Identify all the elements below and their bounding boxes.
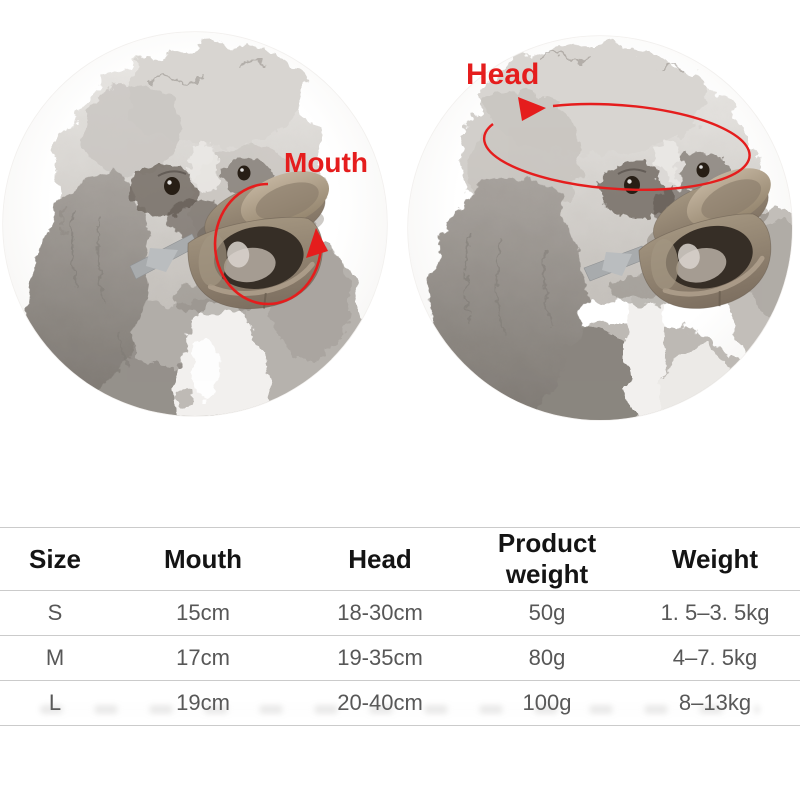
size-table-header-row: Size Mouth Head Product weight Weight <box>0 527 800 591</box>
head-label: Head <box>466 58 540 91</box>
cell-size: L <box>0 680 110 726</box>
mouth-arrow <box>213 182 328 306</box>
size-table: Size Mouth Head Product weight Weight S … <box>0 527 800 726</box>
col-header-product-weight: Product weight <box>464 527 630 591</box>
col-header-mouth: Mouth <box>110 527 296 591</box>
cell-weight: 4–7. 5kg <box>630 635 800 681</box>
cell-size: S <box>0 590 110 636</box>
head-arrow <box>482 97 751 192</box>
right-photo-dog-illustration <box>408 36 792 420</box>
cell-weight: 8–13kg <box>630 680 800 726</box>
cell-mouth: 15cm <box>110 590 296 636</box>
right-dog-near-ear <box>426 178 584 420</box>
cell-mouth: 19cm <box>110 680 296 726</box>
left-photo-dog-illustration <box>3 32 387 416</box>
col-header-weight: Weight <box>630 527 800 591</box>
cell-mouth: 17cm <box>110 635 296 681</box>
right-dog-muzzle-strap <box>583 245 649 282</box>
table-row-size-l: L 19cm 20-40cm 100g 8–13kg <box>0 680 800 726</box>
cell-product-weight: 50g <box>464 590 630 636</box>
mouth-label: Mouth <box>284 147 368 178</box>
product-photos <box>2 31 793 421</box>
col-header-head: Head <box>296 527 464 591</box>
cell-head: 19-35cm <box>296 635 464 681</box>
left-dog-eyes <box>157 165 251 195</box>
table-row-size-m: M 17cm 19-35cm 80g 4–7. 5kg <box>0 635 800 681</box>
cell-head: 20-40cm <box>296 680 464 726</box>
cell-product-weight: 100g <box>464 680 630 726</box>
size-table-grid: Size Mouth Head Product weight Weight S … <box>0 527 800 726</box>
cell-product-weight: 80g <box>464 635 630 681</box>
table-row-size-s: S 15cm 18-30cm 50g 1. 5–3. 5kg <box>0 590 800 636</box>
col-header-size: Size <box>0 527 110 591</box>
right-dog-chest <box>625 280 665 420</box>
cell-weight: 1. 5–3. 5kg <box>630 590 800 636</box>
cell-size: M <box>0 635 110 681</box>
table-ghost-row <box>40 705 760 714</box>
cell-head: 18-30cm <box>296 590 464 636</box>
